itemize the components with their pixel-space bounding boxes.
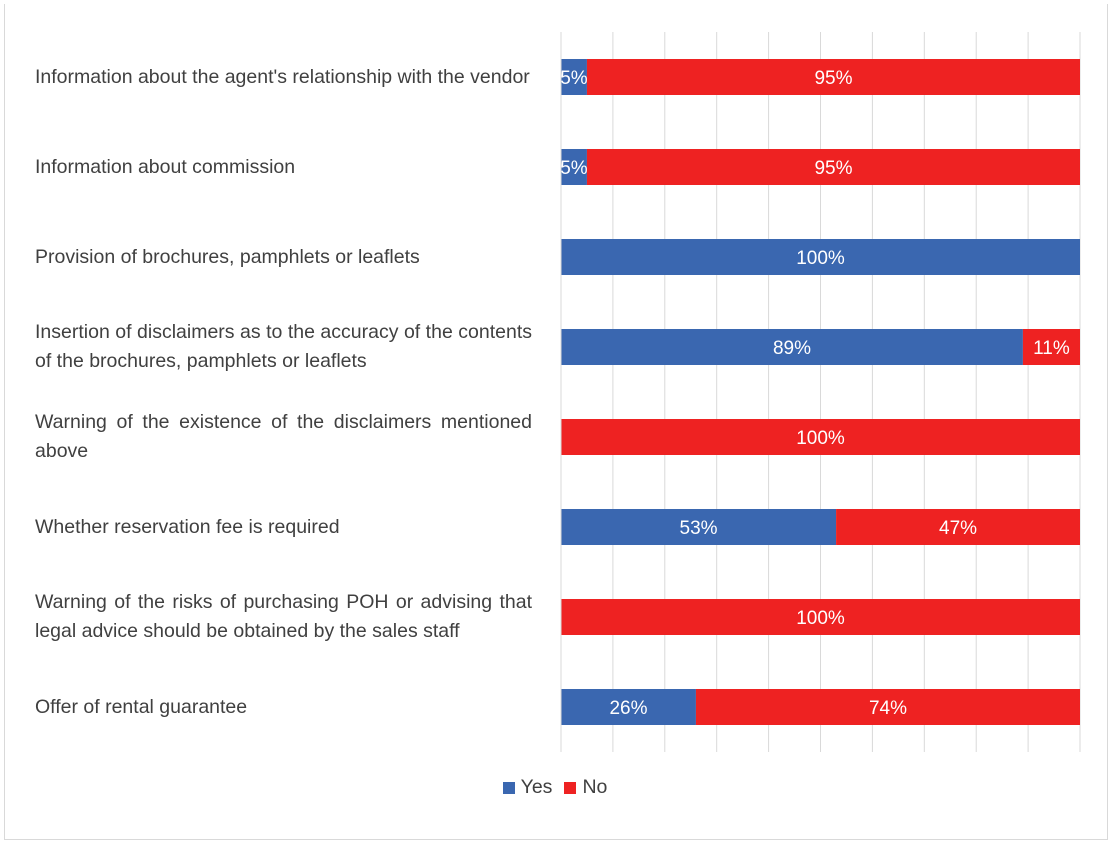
bar-no-1 xyxy=(586,149,1080,185)
category-label: Warning of the existence of the disclaim… xyxy=(35,411,532,462)
data-label: 100% xyxy=(796,608,845,629)
data-label: 100% xyxy=(796,248,845,269)
category-label: Warning of the risks of purchasing POH o… xyxy=(35,591,532,642)
legend: Yes No xyxy=(0,776,1110,799)
data-label: 47% xyxy=(939,518,977,539)
bar-no-7 xyxy=(695,689,1080,725)
category-label: Information about the agent's relationsh… xyxy=(35,65,530,88)
legend-swatch xyxy=(564,781,577,794)
category-label: Information about commission xyxy=(35,155,296,178)
category-label: Provision of brochures, pamphlets or lea… xyxy=(35,245,420,268)
data-label: 53% xyxy=(680,518,718,539)
legend-swatch xyxy=(502,781,515,794)
category-label: Insertion of disclaimers as to the accur… xyxy=(35,321,532,372)
legend-label: No xyxy=(582,776,608,798)
data-label: 5% xyxy=(560,68,588,89)
bar-yes-0 xyxy=(561,59,587,95)
data-label: 95% xyxy=(814,68,852,89)
legend-label: Yes xyxy=(520,776,553,798)
data-label: 89% xyxy=(773,338,811,359)
bar-yes-7 xyxy=(561,689,696,725)
data-label: 95% xyxy=(814,158,852,179)
chart-frame xyxy=(4,4,1108,840)
bar-yes-1 xyxy=(561,149,587,185)
bar-yes-5 xyxy=(561,509,837,545)
bar-no-0 xyxy=(586,59,1080,95)
bar-no-6 xyxy=(561,599,1080,635)
data-label: 74% xyxy=(869,698,907,719)
data-label: 26% xyxy=(609,698,647,719)
data-label: 5% xyxy=(560,158,588,179)
bar-no-4 xyxy=(561,419,1080,455)
legend-item-yes: Yes xyxy=(502,776,553,799)
bar-yes-2 xyxy=(561,239,1080,275)
bar-no-3 xyxy=(1022,329,1080,365)
bar-no-5 xyxy=(836,509,1080,545)
bar-yes-3 xyxy=(561,329,1023,365)
category-label: Whether reservation fee is required xyxy=(35,515,340,538)
data-label: 100% xyxy=(796,428,845,449)
category-label: Offer of rental guarantee xyxy=(35,695,248,718)
legend-item-no: No xyxy=(564,776,607,799)
data-label: 11% xyxy=(1033,338,1070,359)
